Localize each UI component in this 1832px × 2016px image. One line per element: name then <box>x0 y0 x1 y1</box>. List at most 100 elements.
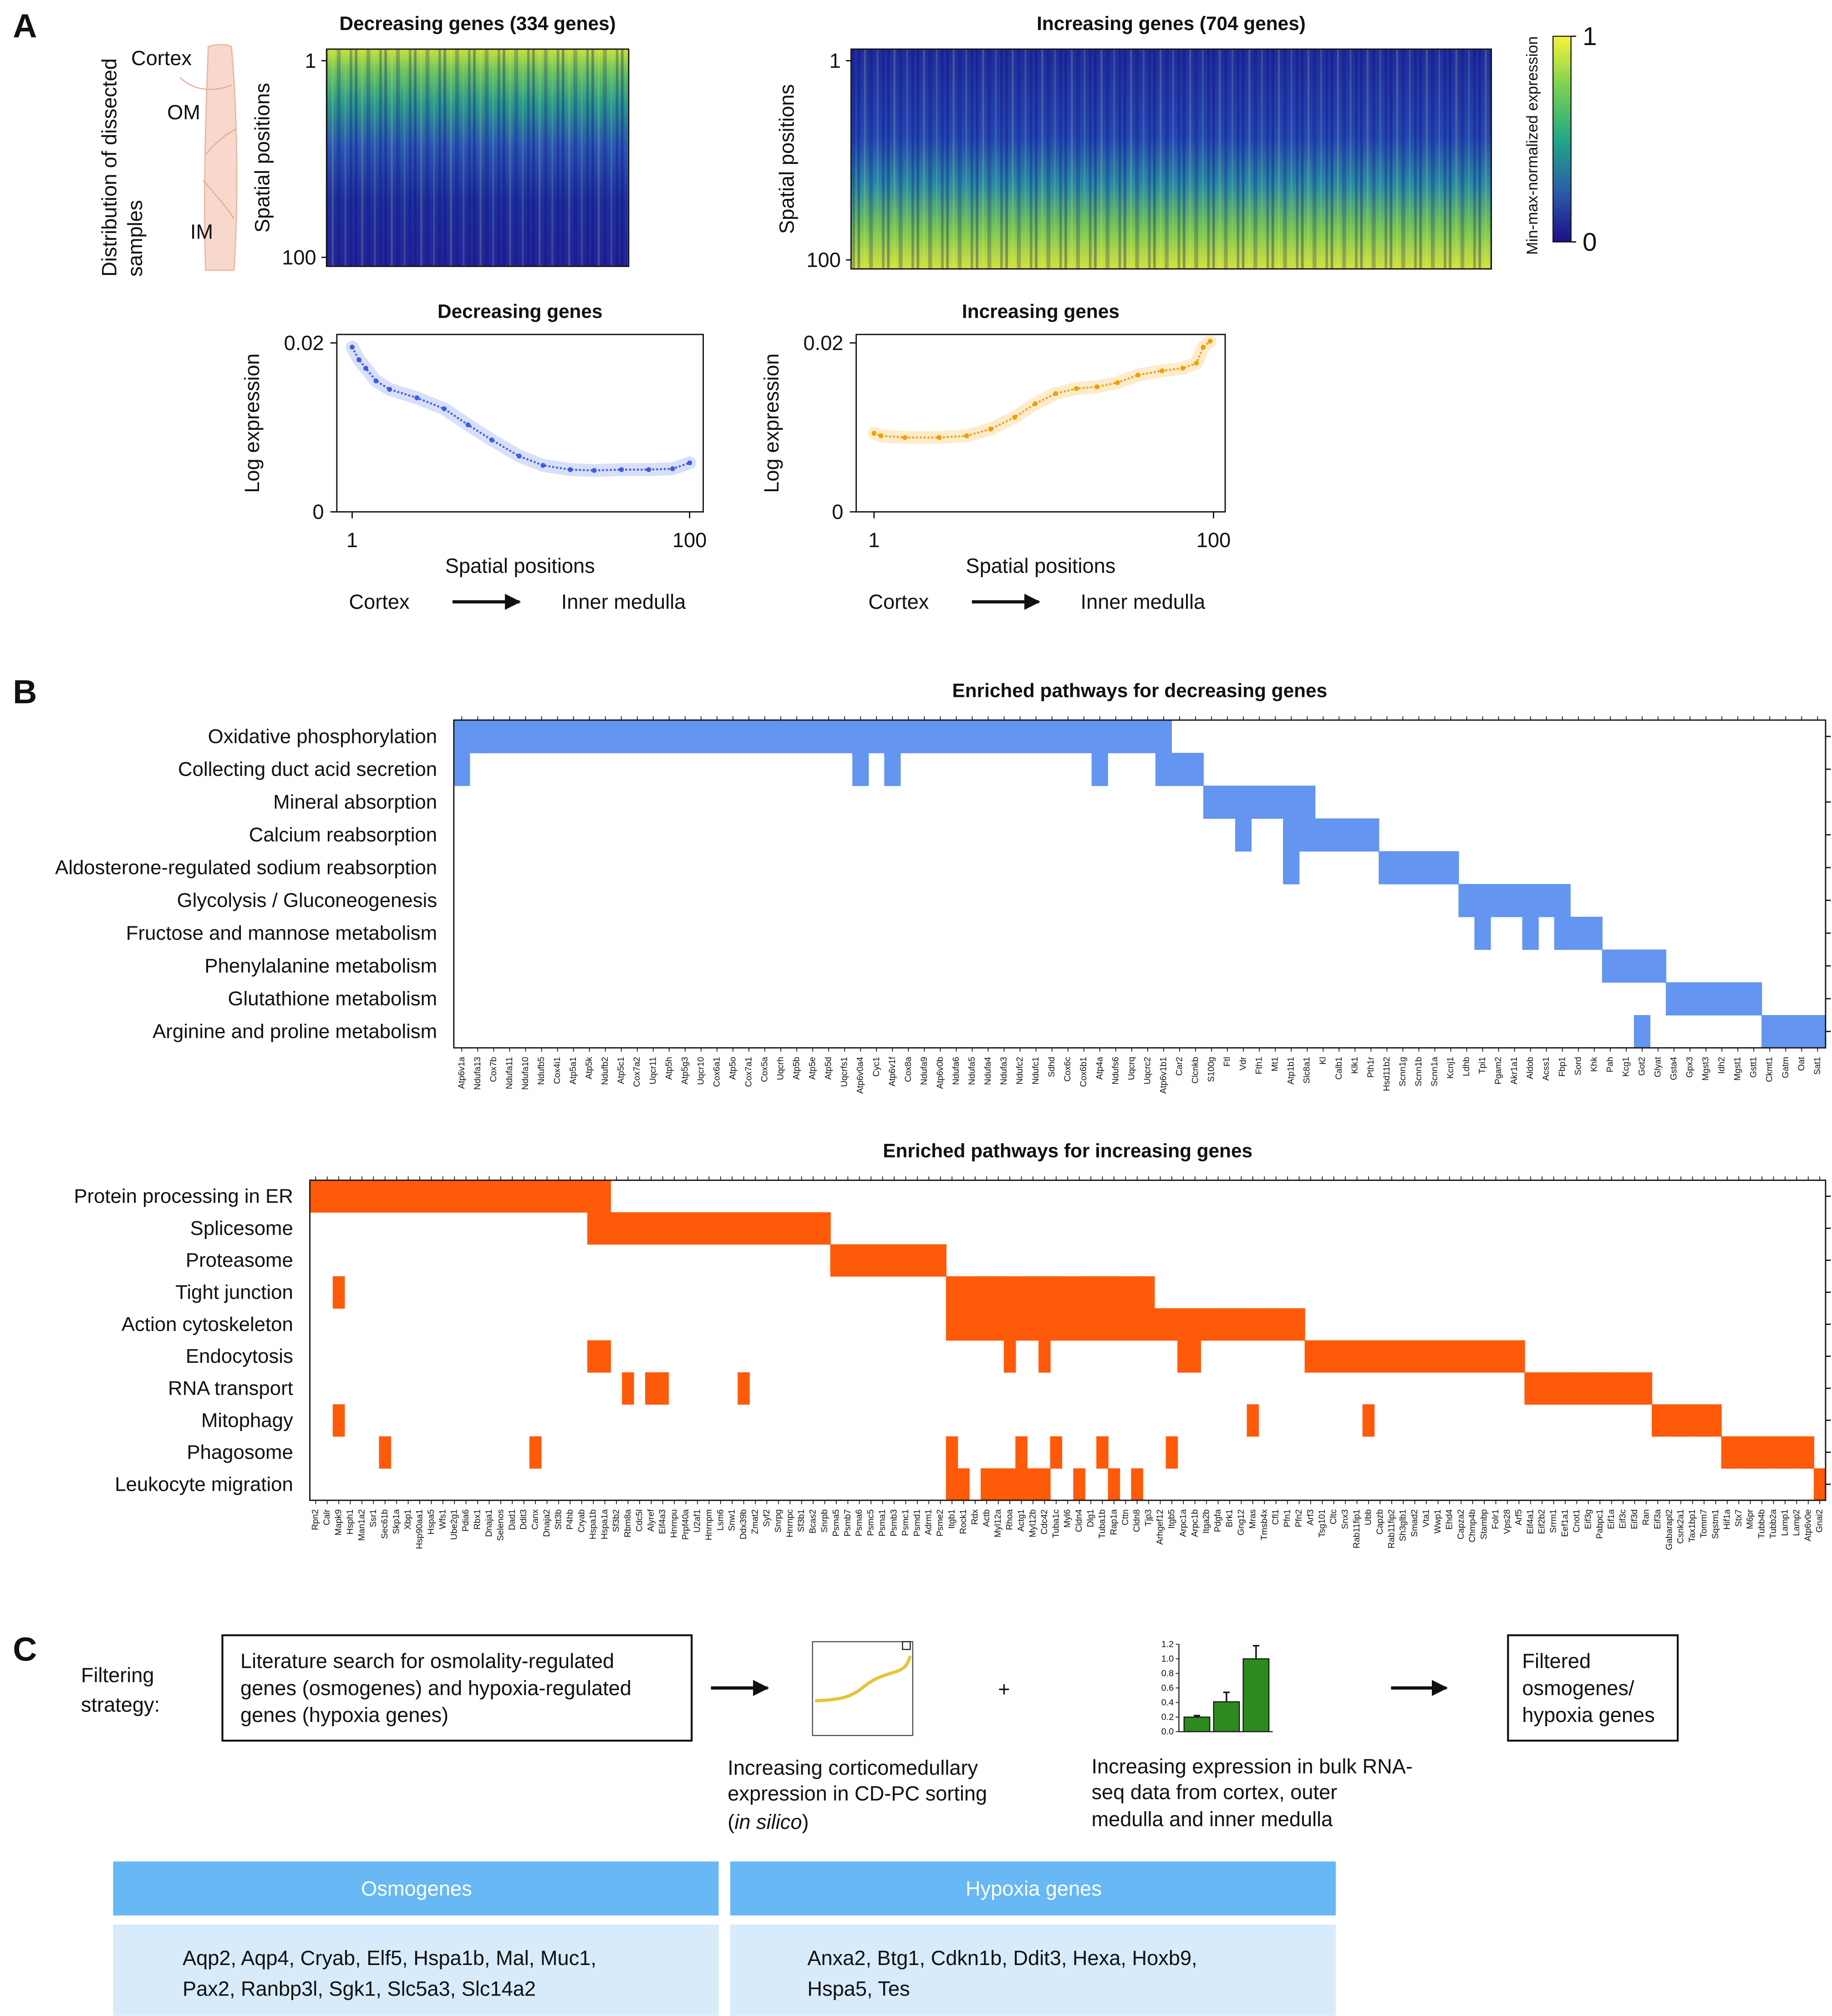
membership-cell <box>425 1180 438 1213</box>
membership-cell <box>517 720 534 753</box>
row-label: Phagosome <box>187 1441 293 1463</box>
gene-label: Slc8a1 <box>1303 1057 1312 1084</box>
membership-cell <box>645 720 662 753</box>
membership-cell <box>448 1180 461 1213</box>
colorbar-tick-label: 1 <box>1583 22 1597 51</box>
caption-part: in silico <box>734 1810 802 1833</box>
chart-title: Enriched pathways for increasing genes <box>883 1140 1252 1161</box>
gene-label: Kcg1 <box>1621 1057 1631 1077</box>
membership-cell <box>884 720 901 753</box>
gene-label: Snrpg <box>774 1509 783 1533</box>
membership-cell <box>1730 982 1746 1016</box>
gene-label: Snw1 <box>728 1509 737 1531</box>
membership-cell <box>575 1180 588 1213</box>
direction-to: Inner medulla <box>561 590 687 614</box>
y-tick-label: 1 <box>305 49 316 72</box>
gene-label: Dad1 <box>508 1509 517 1530</box>
membership-cell <box>1571 1372 1583 1405</box>
gene-label: Hnrnpu <box>670 1509 679 1538</box>
membership-cell <box>677 720 693 753</box>
membership-cell <box>1131 1468 1143 1501</box>
membership-cell <box>1536 1372 1548 1405</box>
membership-cell <box>1339 1340 1352 1373</box>
y-tick-label: 0.6 <box>1161 1683 1174 1693</box>
membership-cell <box>1426 851 1443 884</box>
membership-cell <box>946 1308 958 1341</box>
membership-cell <box>1374 1340 1386 1373</box>
membership-cell <box>529 1180 542 1213</box>
membership-cell <box>1649 950 1667 983</box>
gene-label: Folr1 <box>1491 1509 1501 1529</box>
membership-cell <box>453 720 470 753</box>
data-point <box>1094 384 1099 390</box>
membership-cell <box>1177 1308 1190 1341</box>
panel-label: C <box>13 1631 37 1668</box>
gene-label: Wwp1 <box>1433 1509 1443 1534</box>
gene-label: Cox4i1 <box>553 1057 562 1084</box>
trend-line <box>351 346 690 472</box>
membership-cell <box>738 1212 750 1245</box>
membership-cell <box>613 720 630 753</box>
membership-cell <box>332 1180 345 1213</box>
membership-cell <box>1602 950 1618 983</box>
search-text: Literature search for osmolality-regulat… <box>240 1650 614 1673</box>
chart-title: Decreasing genes <box>438 300 602 322</box>
data-point <box>670 466 675 472</box>
gene-label: Ndufa9 <box>920 1057 929 1085</box>
gene-label: Dnaja1 <box>484 1509 494 1537</box>
membership-cell <box>1247 1308 1259 1341</box>
membership-cell <box>367 1180 380 1213</box>
membership-cell <box>1522 917 1539 950</box>
data-point <box>1033 401 1038 406</box>
gene-label: Man1a2 <box>357 1509 366 1541</box>
plot-frame <box>850 48 1492 270</box>
gene-label: Ndufa3 <box>999 1057 1009 1085</box>
gene-label: Eif3g <box>1583 1509 1593 1529</box>
gene-label: S100g <box>1207 1057 1216 1082</box>
gene-label: Gnai2 <box>1815 1509 1825 1533</box>
gene-label: Kcnj1 <box>1446 1057 1455 1079</box>
gene-label: Gatm <box>1781 1057 1791 1078</box>
gene-label: Aldob <box>1526 1057 1535 1079</box>
membership-cell <box>1458 884 1475 917</box>
membership-cell <box>332 1276 345 1309</box>
membership-cell <box>1258 1308 1271 1341</box>
y-tick-label: 0.4 <box>1161 1697 1174 1707</box>
row-label: Leukocyte migration <box>115 1473 293 1495</box>
gene-label: Ssr1 <box>369 1509 378 1527</box>
membership-cell <box>633 1212 646 1245</box>
membership-cell <box>761 1212 773 1245</box>
row-label: Collecting duct acid secretion <box>178 758 437 780</box>
membership-cell <box>1038 1308 1051 1341</box>
membership-cell <box>1003 1308 1016 1341</box>
membership-cell <box>996 720 1013 753</box>
membership-cell <box>1756 1436 1768 1469</box>
membership-cell <box>957 1468 970 1501</box>
table-text: Anxa2, Btg1, Cdkn1b, Ddit3, Hexa, Hoxb9, <box>807 1946 1197 1970</box>
membership-cell <box>708 720 725 753</box>
error-bar <box>1223 1691 1230 1702</box>
gene-label: Atp4a <box>1095 1056 1104 1079</box>
membership-cell <box>1761 1015 1778 1048</box>
membership-cell <box>1586 917 1603 950</box>
gene-label: Mras <box>1248 1509 1257 1529</box>
result-box <box>1507 1634 1679 1742</box>
y-tick-label: 0 <box>832 500 843 523</box>
membership-cell <box>853 1244 866 1277</box>
membership-cell <box>1554 917 1571 950</box>
data-point <box>988 427 993 432</box>
gene-label: Lsm6 <box>716 1509 725 1531</box>
gene-label: Mapk9 <box>334 1509 344 1536</box>
filter-label: strategy: <box>81 1693 160 1716</box>
caption: (in silico) <box>728 1810 809 1833</box>
membership-cell <box>1235 1308 1247 1341</box>
gene-label: Tuba1c <box>1051 1509 1061 1538</box>
membership-cell <box>1443 1340 1456 1373</box>
y-tick-label: 0.8 <box>1161 1668 1174 1678</box>
row-label: Oxidative phosphorylation <box>208 725 437 747</box>
membership-cell <box>587 1180 600 1213</box>
gene-label: Cttn <box>1121 1509 1130 1525</box>
gene-label: Atp6v0b <box>936 1057 945 1089</box>
row-label: Tight junction <box>175 1281 293 1303</box>
membership-cell <box>948 720 965 753</box>
